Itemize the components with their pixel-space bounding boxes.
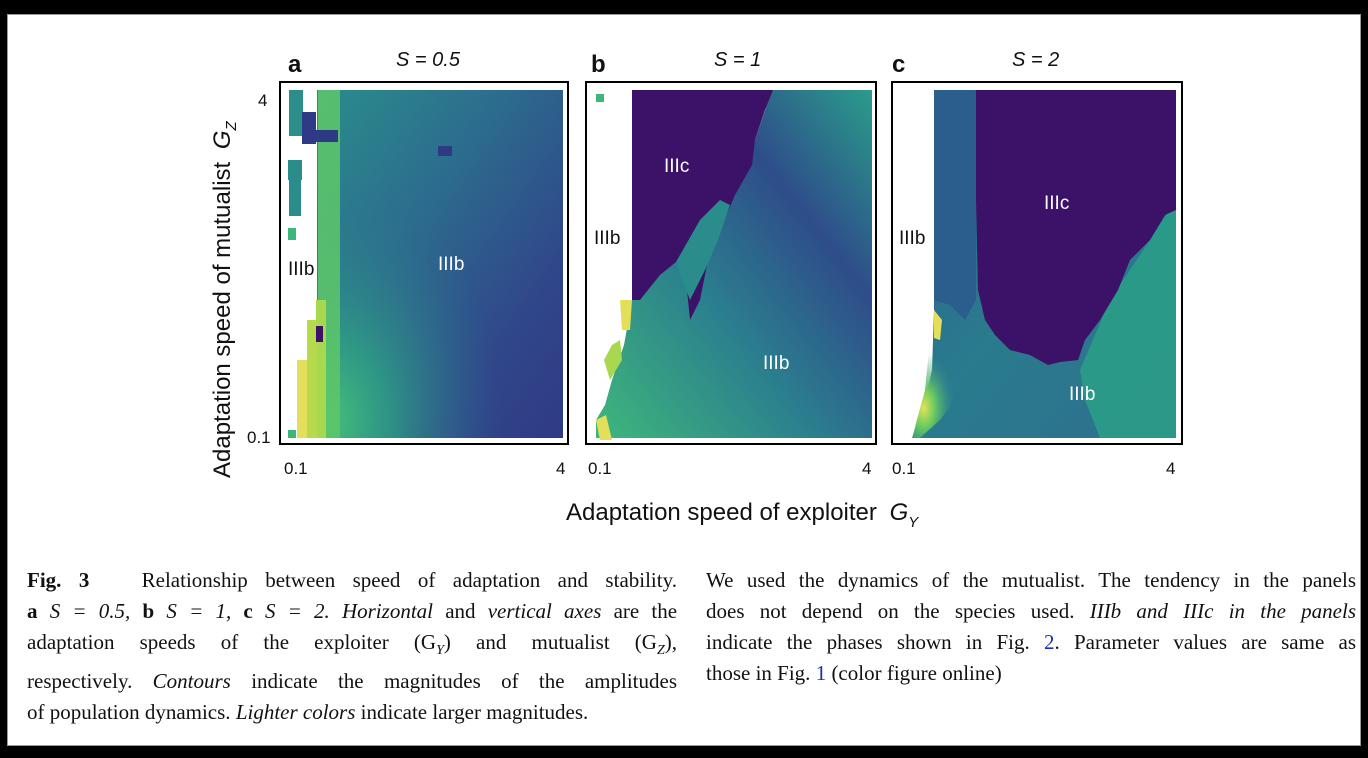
x-tick-b-4: 4 — [862, 459, 871, 478]
panel-ref-c: c — [243, 599, 253, 623]
region-label-c-iiib-left: IIIb — [899, 228, 925, 249]
y-axis-label: Adaptation speed of mutualist GZ — [209, 120, 240, 478]
caption-text: are the — [613, 599, 678, 623]
caption-line-r2: does not depend on the species used. III… — [706, 596, 1356, 627]
caption-text: indicate the phases shown in Fig. — [706, 630, 1030, 654]
x-tick-b-01: 0.1 — [588, 459, 612, 478]
fig-1-link[interactable]: 1 — [815, 661, 827, 685]
figure-graphic: Adaptation speed of mutualist GZ a S = 0… — [209, 49, 1183, 531]
caption-text: those in Fig. — [706, 661, 811, 685]
x-tick-a-4: 4 — [556, 459, 565, 478]
caption-text: vertical axes — [487, 599, 602, 623]
caption-text: ) and mutualist (G — [443, 630, 657, 654]
caption-line-4: respectively. Contours indicate the magn… — [27, 666, 677, 697]
caption-text: and — [445, 599, 476, 623]
caption-text: (color figure online) — [831, 661, 1002, 685]
caption-text: of population dynamics. — [27, 700, 231, 725]
panel-title-b: S = 1 — [714, 49, 761, 71]
panel-ref-b: b — [142, 599, 155, 623]
region-iiic-c — [976, 90, 1176, 365]
region-label-c-iiic: IIIc — [1044, 193, 1069, 214]
x-axis-label: Adaptation speed of exploiter GY — [566, 499, 919, 531]
x-tick-c-01: 0.1 — [892, 459, 916, 478]
caption-line-r4: those in Fig. 1 (color figure online) — [706, 658, 1356, 689]
caption-text: ), — [664, 630, 677, 654]
caption-text: Z — [656, 643, 665, 659]
fig-label: Fig. 3 — [27, 568, 90, 592]
caption-text: S = 1, — [166, 599, 232, 623]
panel-c: c S = 2 IIIc IIIb IIIb 0.1 4 — [891, 49, 1183, 478]
caption-line-r3: indicate the phases shown in Fig. 2. Par… — [706, 627, 1356, 658]
panel-title-a: S = 0.5 — [396, 49, 461, 71]
caption-line-3: adaptation speeds of the exploiter (GY) … — [27, 627, 677, 666]
caption-left: Fig. 3 Relationship between speed of ada… — [27, 565, 677, 728]
caption-text: indicate larger magnitudes. — [360, 700, 589, 725]
caption-line-r1: We used the dynamics of the mutualist. T… — [706, 568, 1356, 592]
caption-line-1: Fig. 3 Relationship between speed of ada… — [27, 565, 677, 596]
region-label-b-iiic: IIIc — [664, 156, 689, 177]
caption-text: Relationship between speed of adaptation… — [141, 568, 677, 592]
caption-text: respectively. — [27, 669, 133, 694]
caption-text: Y — [436, 643, 444, 659]
panel-letter-c: c — [892, 51, 905, 78]
caption-text: does not depend on the species used. — [706, 599, 1075, 623]
region-iiic-b — [632, 90, 773, 320]
region-label-a-1: IIIb — [288, 259, 314, 280]
panel-ref-a: a — [27, 599, 38, 623]
panel-title-c: S = 2 — [1012, 49, 1059, 71]
x-tick-a-01: 0.1 — [284, 459, 308, 478]
caption-text: IIIb and IIIc in the panels — [1089, 599, 1356, 623]
caption-line-2: a S = 0.5, b S = 1, c S = 2. Horizontal … — [27, 596, 677, 627]
y-tick-a-4: 4 — [258, 91, 267, 110]
caption-text: Horizontal — [341, 599, 433, 623]
fig-2-link[interactable]: 2 — [1044, 630, 1055, 654]
panel-letter-b: b — [591, 51, 606, 78]
caption-text: . Parameter values are same as — [1054, 630, 1357, 654]
heatmap-b — [596, 90, 872, 438]
caption-right: We used the dynamics of the mutualist. T… — [706, 565, 1356, 689]
y-tick-a-01: 0.1 — [247, 428, 271, 447]
caption-text: Lighter colors — [235, 700, 356, 725]
caption-text: Contours — [152, 669, 231, 694]
caption-line-5: of population dynamics. Lighter colors i… — [27, 697, 677, 728]
region-label-c-iiib: IIIb — [1069, 384, 1095, 405]
region-label-a-2: IIIb — [438, 254, 464, 275]
region-label-b-iiib: IIIb — [763, 353, 789, 374]
caption-text: S = 2. — [264, 599, 330, 623]
caption-text: adaptation speeds of the exploiter (G — [27, 630, 437, 654]
caption-text: indicate the magnitudes of the amplitude… — [251, 669, 678, 694]
x-tick-c-4: 4 — [1166, 459, 1175, 478]
panel-a: a S = 0.5 IIIb IIIb 4 0.1 0.1 4 — [247, 49, 569, 478]
region-label-b-iiib-left: IIIb — [594, 228, 620, 249]
caption-text: S = 0.5, — [49, 599, 131, 623]
panel-b: b S = 1 IIIc IIIb IIIb 0.1 4 — [585, 49, 877, 478]
panel-letter-a: a — [288, 51, 302, 78]
